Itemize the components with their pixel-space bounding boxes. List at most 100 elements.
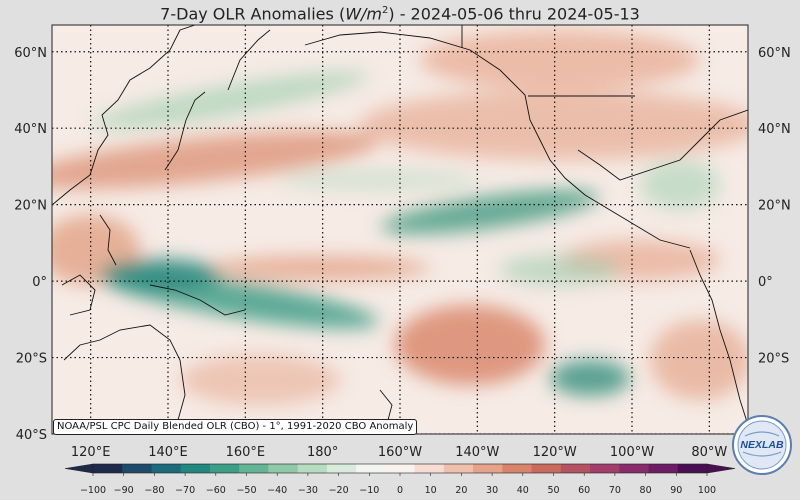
colorbar-swatch — [677, 464, 708, 473]
kamchatka-coast — [227, 29, 271, 91]
anomaly-patch — [100, 259, 220, 291]
lat-label: 20°N — [758, 199, 791, 214]
title-unit: W/m — [345, 4, 382, 24]
map-area — [52, 25, 748, 434]
colorbar-tick-label: 100 — [698, 485, 716, 496]
colorbar-swatch — [590, 464, 620, 473]
lat-labels-left: 60°N 40°N 20°N 0° 20°S 40°S — [14, 46, 47, 443]
north-america-coast — [524, 94, 691, 249]
colorbar-swatch — [326, 464, 357, 473]
colorbar-tick-label: −40 — [267, 485, 287, 496]
colorbar-swatch — [151, 464, 182, 473]
lat-label: 40°N — [14, 122, 47, 137]
logo-text: NEXLAB — [740, 439, 784, 451]
anomaly-patch — [92, 71, 368, 129]
anomaly-patch — [381, 189, 599, 235]
colorbar-swatch — [209, 464, 240, 473]
lat-label: 0° — [758, 275, 773, 290]
colorbar-tick-label: −20 — [329, 485, 349, 496]
australia-coast — [63, 324, 186, 434]
borneo — [61, 274, 96, 316]
anomaly-patch — [395, 305, 545, 385]
lon-label: 120°E — [71, 445, 111, 460]
colorbar-swatch — [414, 464, 445, 473]
colorbar-tick-label: 90 — [670, 485, 682, 496]
anomaly-patch — [180, 355, 340, 405]
new-guinea — [149, 284, 246, 316]
anomaly-patch — [500, 255, 620, 285]
colorbar-swatch — [385, 464, 416, 473]
lon-label: 160°E — [226, 445, 266, 460]
lon-label: 140°W — [455, 445, 499, 460]
lon-labels: 120°E 140°E 160°E 180° 160°W 140°W 120°W 100°W 8… — [71, 445, 728, 460]
anomaly-patch — [52, 131, 380, 189]
colorbar-swatch — [531, 464, 562, 473]
colorbar-tick-label: −90 — [114, 485, 134, 496]
colorbar-tick-label: 60 — [578, 485, 590, 496]
anomaly-patch — [280, 170, 480, 190]
colorbar-tick-label: 0 — [397, 485, 403, 496]
colorbar-swatch — [560, 464, 591, 473]
lat-label: 20°S — [16, 352, 47, 367]
colorbar-swatch — [239, 464, 269, 473]
colorbar-tick-label: −60 — [206, 485, 226, 496]
colorbar: −100 −90 −80 −70 −60 −50 −40 −30 −20 −10 0 10 20 30 40… — [64, 463, 736, 496]
colorbar-swatch — [93, 464, 123, 473]
colorbar-swatch — [356, 464, 386, 473]
lat-label: 40°N — [758, 122, 791, 137]
colorbar-swatch — [443, 464, 474, 473]
colorbar-swatch — [473, 464, 503, 473]
colorbar-tick-label: −50 — [236, 485, 256, 496]
lat-label: 20°S — [758, 352, 789, 367]
colorbar-swatch — [648, 464, 679, 473]
lat-label: 20°N — [14, 199, 47, 214]
anomaly-patch — [210, 256, 430, 280]
colorbar-tick-label: −100 — [80, 485, 106, 496]
colorbar-swatch — [619, 464, 650, 473]
map-title: 7-Day OLR Anomalies (W/m2) - 2024-05-06 … — [0, 0, 800, 25]
nexlab-logo: NEXLAB — [732, 415, 792, 475]
lat-label: 60°N — [14, 46, 47, 61]
title-suffix: ) - 2024-05-06 thru 2024-05-13 — [388, 4, 640, 24]
colorbar-swatch — [268, 464, 299, 473]
colorbar-tick-label: 30 — [486, 485, 498, 496]
anomaly-patch — [650, 320, 748, 400]
gridlines — [52, 25, 748, 434]
lat-label: 0° — [32, 275, 47, 290]
coastlines-sharp — [52, 25, 748, 434]
colorbar-tick-label: 50 — [547, 485, 559, 496]
lat-labels-right: 60°N 40°N 20°N 0° 20°S — [758, 46, 791, 367]
south-america-coast — [689, 249, 748, 426]
colorbar-tick-label: 70 — [609, 485, 621, 496]
colorbar-tick-label: 80 — [640, 485, 652, 496]
title-unit-exponent: 2 — [381, 5, 389, 16]
lon-label: 160°W — [378, 445, 422, 460]
colorbar-swatch — [297, 464, 328, 473]
alaska-coast — [304, 31, 526, 96]
anomaly-patch — [640, 160, 720, 210]
anomaly-patch — [550, 360, 630, 396]
colorbar-swatch — [180, 464, 211, 473]
lon-label: 140°E — [148, 445, 188, 460]
colorbar-tick-label: 40 — [517, 485, 529, 496]
colorbar-min-arrow — [64, 463, 94, 474]
lon-label: 120°W — [533, 445, 577, 460]
title-prefix: 7-Day OLR Anomalies ( — [160, 4, 346, 24]
colorbar-tick-label: −80 — [144, 485, 164, 496]
colorbar-tick-label: −10 — [359, 485, 379, 496]
colorbar-tick-label: −70 — [175, 485, 195, 496]
colorbar-tick-label: 20 — [455, 485, 467, 496]
japan-coast — [164, 91, 206, 171]
philippines — [99, 214, 117, 266]
lat-label: 60°N — [758, 46, 791, 61]
data-source-note: NOAA/PSL CPC Daily Blended OLR (CBO) - 1… — [53, 419, 418, 435]
anomaly-patch — [420, 30, 700, 90]
gulf-coast — [577, 109, 748, 181]
lon-label: 180° — [307, 445, 338, 460]
asia-coast — [52, 25, 196, 206]
colorbar-swatch — [122, 464, 152, 473]
colorbar-tick-label: −30 — [298, 485, 318, 496]
colorbar-tick-label: 10 — [425, 485, 437, 496]
lon-label: 80°W — [691, 445, 727, 460]
